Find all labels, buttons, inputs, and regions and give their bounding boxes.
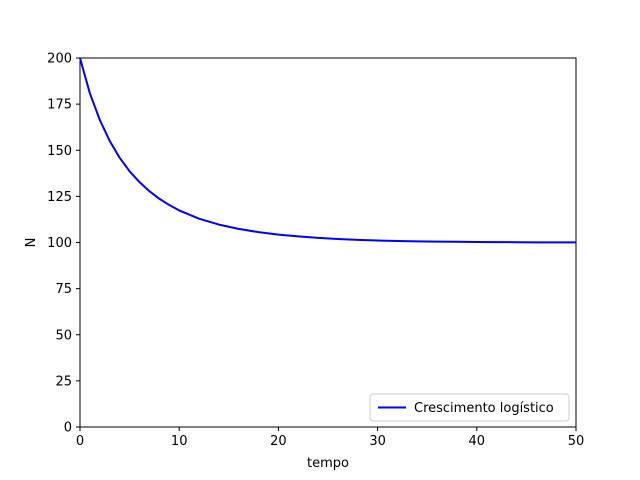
x-tick-label: 50 — [568, 434, 585, 449]
x-tick-label: 30 — [369, 434, 386, 449]
y-tick-label: 100 — [47, 236, 72, 251]
y-tick-label: 150 — [47, 144, 72, 159]
x-tick-label: 40 — [469, 434, 486, 449]
legend-label-0: Crescimento logístico — [414, 401, 554, 416]
legend-box — [369, 393, 570, 422]
y-tick-label: 125 — [47, 190, 72, 205]
series-layer — [79, 57, 577, 244]
y-tick-label: 75 — [55, 282, 72, 297]
x-tick-label: 10 — [171, 434, 188, 449]
y-tick-label: 175 — [47, 98, 72, 113]
y-axis: 0 25 50 75 100 125 150 175 200 — [47, 52, 80, 436]
x-axis-label: tempo — [307, 456, 349, 471]
y-axis-label: N — [24, 238, 39, 248]
y-tick-label: 0 — [64, 421, 72, 436]
series-line-0 — [79, 57, 577, 244]
x-tick-label: 0 — [76, 434, 84, 449]
x-tick-label: 20 — [270, 434, 287, 449]
y-tick-label: 200 — [47, 52, 72, 67]
x-axis: 0 10 20 30 40 50 — [76, 427, 584, 449]
y-tick-label: 50 — [55, 328, 72, 343]
legend: Crescimento logístico — [369, 393, 570, 422]
y-tick-label: 25 — [55, 374, 72, 389]
